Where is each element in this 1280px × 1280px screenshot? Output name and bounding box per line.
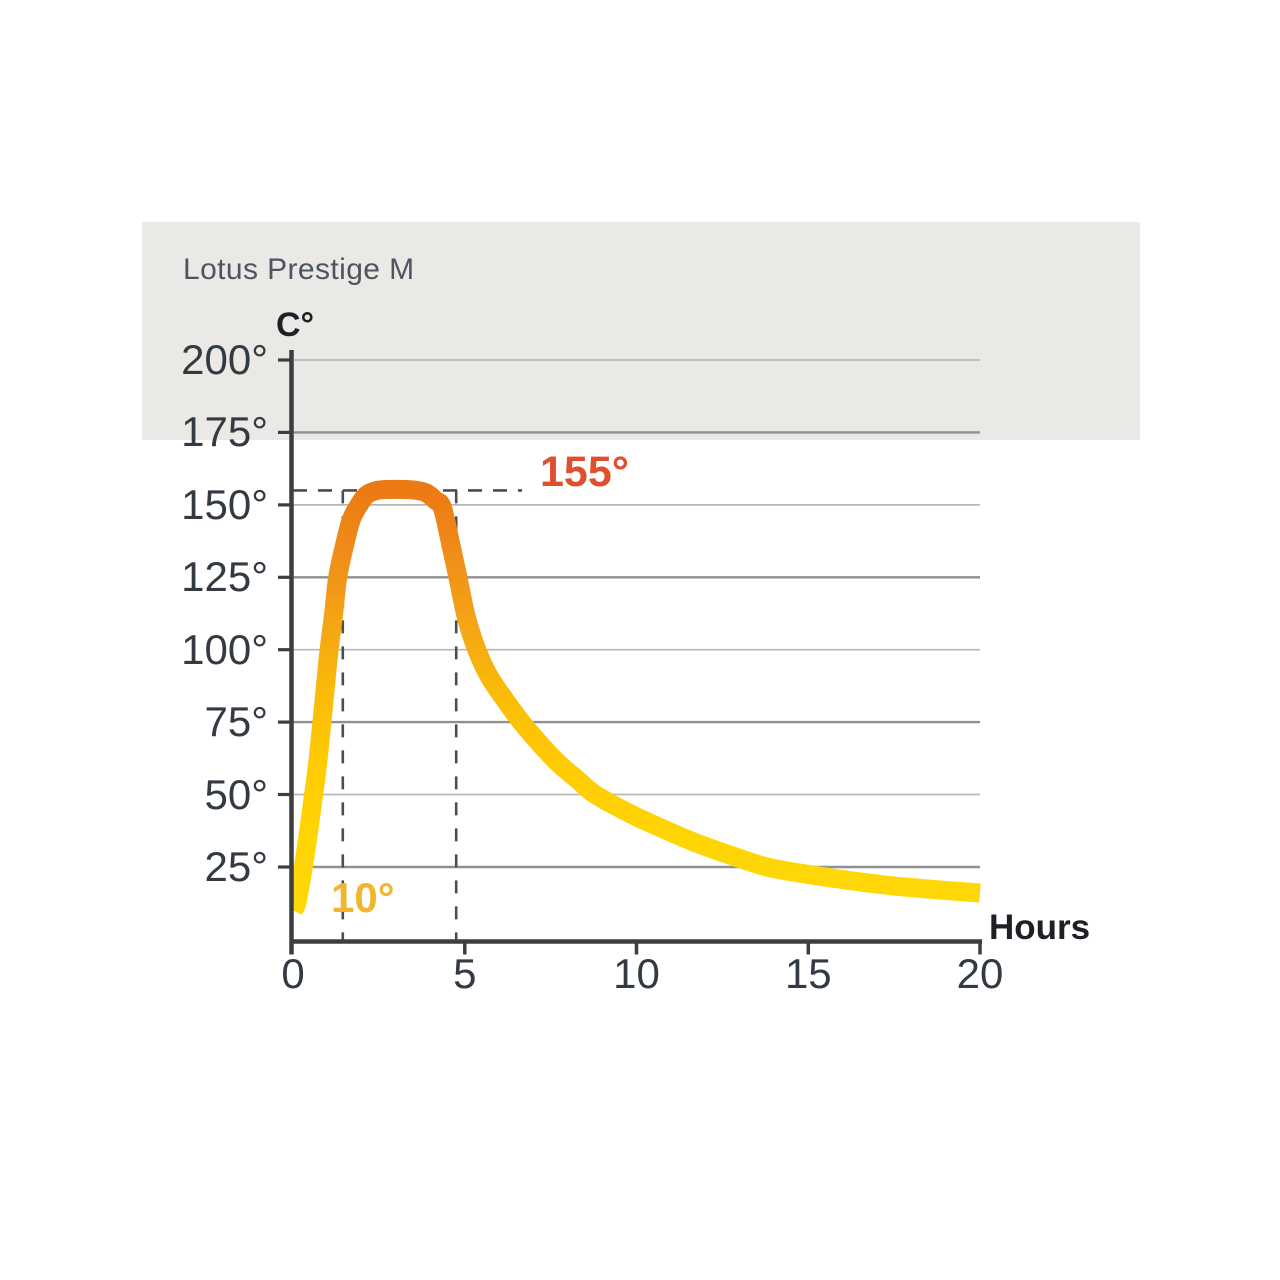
chart-title: Lotus Prestige M [183, 253, 415, 286]
peak-temperature-annotation: 155° [540, 448, 629, 496]
x-axis-unit-label: Hours [989, 908, 1091, 947]
y-axis-unit-label: C° [276, 306, 315, 344]
temperature-curve [293, 479, 981, 917]
header-band [142, 222, 1140, 440]
start-temperature-annotation: 10° [331, 874, 395, 921]
